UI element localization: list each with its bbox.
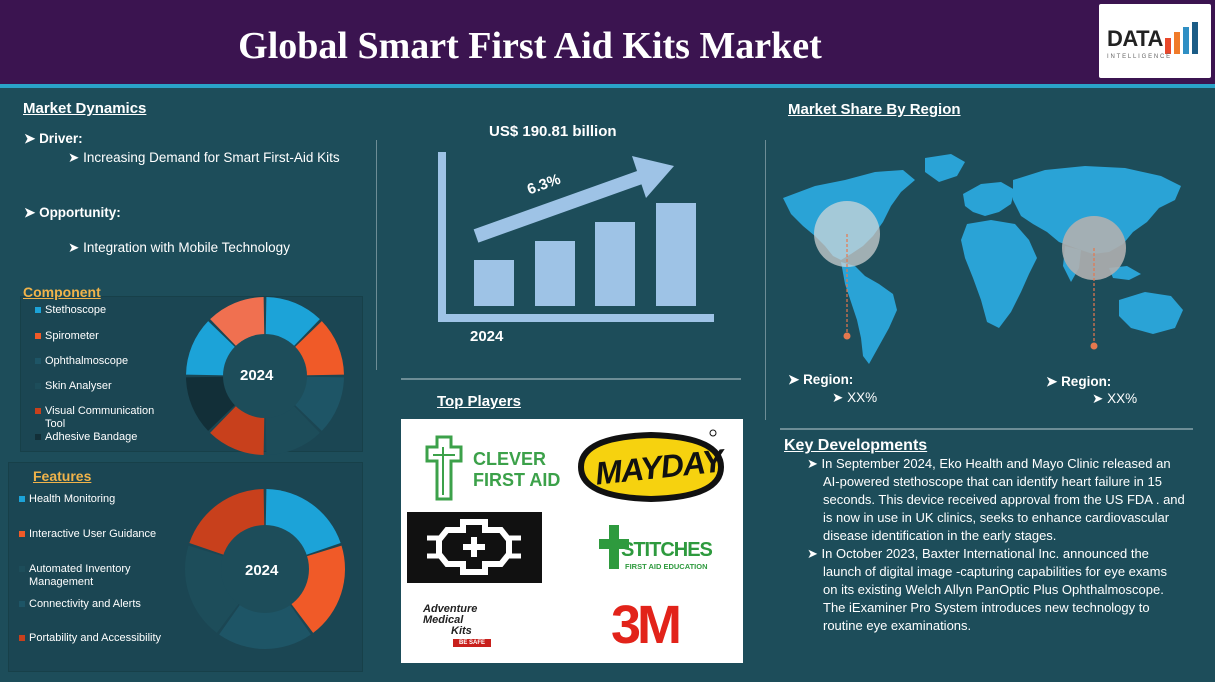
divider-region — [780, 428, 1193, 430]
driver-item: ➤ Increasing Demand for Smart First-Aid … — [68, 150, 340, 165]
logo-black-emblem[interactable] — [407, 512, 542, 583]
logo-3m[interactable]: 3M — [611, 595, 682, 655]
key-developments-title: Key Developments — [784, 437, 928, 454]
region-right-value: ➤ XX% — [1092, 391, 1138, 406]
logo-bars-icon — [1165, 22, 1198, 54]
logo-stitches[interactable]: STITCHES — [621, 539, 713, 561]
legend-swatch — [19, 531, 25, 537]
features-center-label: 2024 — [245, 562, 279, 579]
legend-swatch — [35, 434, 41, 440]
legend-swatch — [19, 601, 25, 607]
world-map-graphic — [783, 154, 1183, 364]
brand-logo[interactable]: DATA INTELLIGENCE — [1099, 4, 1211, 78]
legend-label: Visual Communication Tool — [45, 405, 155, 430]
component-donut — [186, 297, 344, 455]
players-logo-box: CLEVER FIRST AID MAYDAY STITCHES FIRST A… — [401, 419, 743, 663]
top-players-title: Top Players — [437, 393, 521, 410]
legend-swatch — [35, 358, 41, 364]
divider-left — [376, 140, 377, 370]
region-right-label: ➤ Region: — [1046, 374, 1112, 389]
logo-text: DATA — [1107, 26, 1163, 51]
component-title: Component — [23, 284, 101, 300]
opportunity-item: ➤ Integration with Mobile Technology — [68, 240, 290, 255]
logo-adventure-medical-kits[interactable]: Adventure Medical Kits — [423, 603, 478, 637]
region-left-label: ➤ Region: — [788, 372, 854, 387]
key-development-item: ➤ In October 2023, Baxter International … — [807, 546, 1167, 633]
key-developments-list: ➤ In September 2024, Eko Health and Mayo… — [807, 455, 1185, 635]
clever-first-aid-icon — [425, 435, 463, 501]
features-donut — [185, 489, 345, 649]
divider-middle — [401, 378, 741, 380]
legend-label: Adhesive Bandage — [45, 431, 138, 443]
legend-label: Automated Inventory Management — [29, 563, 131, 588]
legend-label: Stethoscope — [45, 304, 107, 316]
component-center-label: 2024 — [240, 367, 274, 384]
page-title: Global Smart First Aid Kits Market — [238, 25, 822, 67]
legend-swatch — [35, 333, 41, 339]
legend-swatch — [35, 307, 41, 313]
market-dynamics-title: Market Dynamics — [23, 100, 147, 117]
cross-emblem-icon — [427, 519, 521, 575]
logo-subtitle: INTELLIGENCE — [1107, 54, 1172, 60]
logo-stitches-sub: FIRST AID EDUCATION — [625, 562, 708, 571]
legend-label: Health Monitoring — [29, 493, 116, 505]
legend-label: Interactive User Guidance — [29, 528, 157, 540]
legend-label: Connectivity and Alerts — [29, 598, 141, 610]
legend-label: Portability and Accessibility — [29, 632, 162, 644]
legend-label: Ophthalmoscope — [45, 355, 129, 367]
logo-clever-first-aid[interactable]: CLEVER FIRST AID — [473, 449, 561, 490]
legend-swatch — [35, 408, 41, 414]
region-left-value: ➤ XX% — [832, 390, 878, 405]
legend-swatch — [19, 566, 25, 572]
header-banner: Global Smart First Aid Kits Market DATA … — [0, 0, 1215, 88]
opportunity-label: ➤ Opportunity: — [24, 205, 121, 220]
legend-label: Spirometer — [45, 330, 99, 342]
key-development-item: ➤ In September 2024, Eko Health and Mayo… — [807, 456, 1185, 543]
market-value: US$ 190.81 billion — [489, 123, 617, 140]
region-title: Market Share By Region — [788, 101, 961, 118]
features-title: Features — [33, 468, 92, 484]
legend-label: Skin Analyser — [45, 380, 112, 392]
legend-swatch — [19, 496, 25, 502]
driver-label: ➤ Driver: — [24, 131, 83, 146]
divider-right — [765, 140, 766, 420]
adventure-tag: BE SAFE — [453, 639, 492, 647]
stitches-cross-icon — [599, 525, 629, 569]
growth-chart-graphic — [438, 152, 714, 322]
legend-swatch — [35, 383, 41, 389]
mayday-badge-icon — [577, 429, 725, 503]
legend-swatch — [19, 635, 25, 641]
market-year: 2024 — [470, 328, 504, 345]
